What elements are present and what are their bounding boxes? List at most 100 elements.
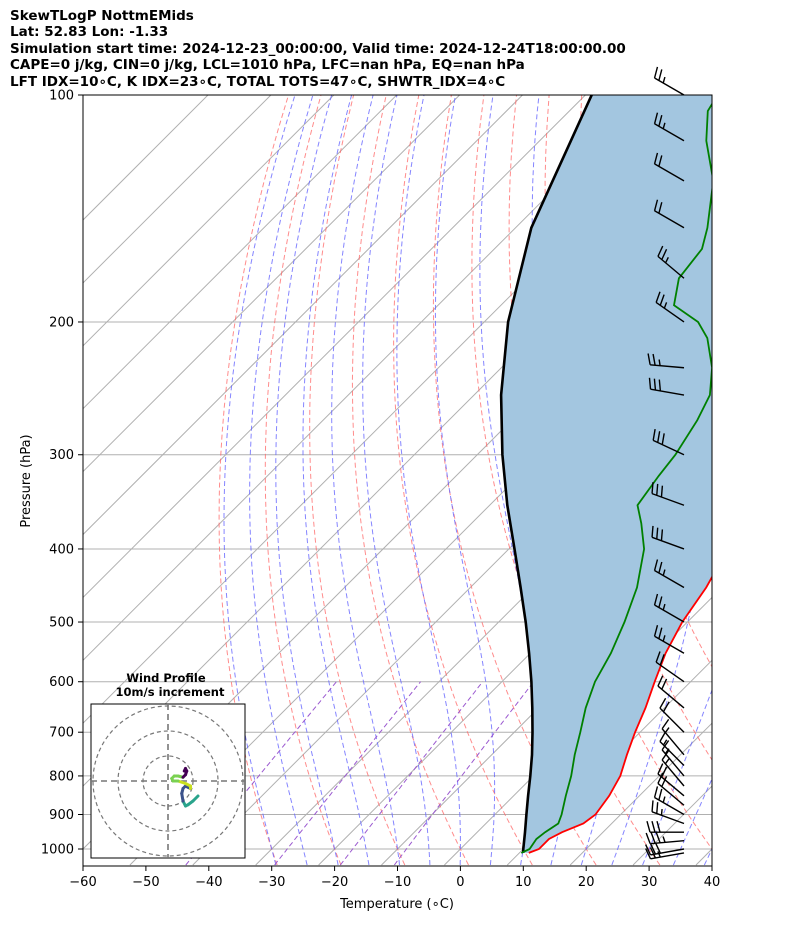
- title-line-2: Lat: 52.83 Lon: -1.33: [10, 24, 169, 41]
- y-tick-label: 400: [49, 542, 74, 557]
- wind-barb-flag: [651, 800, 654, 812]
- wind-barb-flag: [658, 561, 663, 574]
- wind-barb: [646, 821, 684, 833]
- wind-barb-flag: [661, 718, 670, 730]
- wind-barb-half-flag: [662, 796, 666, 803]
- wind-barb-half-flag: [662, 76, 666, 84]
- isotherm-line: [83, 95, 523, 536]
- isotherm-line: [83, 95, 586, 599]
- wind-barb-staff: [655, 301, 685, 323]
- wind-barb-staff: [651, 811, 685, 825]
- wind-barb-flag: [651, 821, 656, 833]
- x-tick-label: −10: [384, 875, 411, 890]
- wind-barb-half-flag: [662, 603, 666, 611]
- wind-barb-staff: [654, 123, 685, 142]
- wind-barb: [651, 800, 685, 825]
- title-block: SkewTLogP NottmEMids Lat: 52.83 Lon: -1.…: [10, 8, 780, 90]
- wind-barb-half-flag: [660, 809, 663, 816]
- wind-barb: [653, 66, 685, 96]
- moist-adiabat-line: [249, 95, 314, 866]
- wind-barb-staff: [657, 773, 685, 797]
- wind-barb-flag: [645, 844, 652, 856]
- y-axis-label: Pressure (hPa): [19, 434, 34, 527]
- hodograph-plot: [91, 704, 245, 858]
- isotherm-line: [83, 95, 398, 410]
- isotherm-line: [506, 659, 712, 866]
- x-tick-label: −40: [195, 875, 222, 890]
- wind-barb-half-flag: [662, 739, 668, 746]
- dry-adiabat-line: [309, 95, 406, 866]
- wind-barb: [645, 831, 685, 845]
- wind-barb-flag: [649, 847, 657, 859]
- wind-barb-staff: [657, 782, 685, 806]
- wind-barb-half-flag: [658, 359, 661, 366]
- wind-barb: [653, 112, 685, 142]
- wind-barb-flag: [658, 788, 663, 801]
- wind-barb-staff: [659, 707, 685, 733]
- wind-barb: [651, 525, 685, 550]
- wind-barb-staff: [661, 749, 685, 777]
- wind-barb-flag: [661, 248, 668, 260]
- hodograph-segment: [182, 767, 187, 773]
- wind-barb-staff: [654, 569, 685, 589]
- wind-barb-flag: [661, 750, 670, 761]
- wind-barb-flag: [653, 112, 659, 124]
- wind-barb-flag: [657, 431, 661, 443]
- wind-barb-flag: [656, 802, 659, 814]
- title-line-1: SkewTLogP NottmEMids: [10, 8, 194, 24]
- wind-barb: [645, 842, 685, 856]
- wind-barb-half-flag: [664, 256, 669, 264]
- wind-barb-staff: [654, 163, 685, 182]
- dewpoint-profile-line: [520, 102, 712, 854]
- isotherm-line: [83, 95, 649, 662]
- x-tick-label: 10: [515, 875, 532, 890]
- wind-barb-flag: [653, 559, 659, 571]
- moist-adiabat-line: [223, 95, 296, 866]
- y-tick-label: 900: [49, 808, 74, 823]
- wind-barb-staff: [654, 635, 685, 654]
- isotherm-line: [381, 533, 712, 866]
- y-tick-label: 300: [49, 448, 74, 463]
- moist-adiabat-line: [331, 95, 400, 866]
- wind-barb: [648, 377, 685, 396]
- moist-adiabat-line: [642, 688, 712, 866]
- wind-barb: [653, 786, 685, 816]
- wind-barb-flag: [647, 353, 651, 365]
- wind-barb: [653, 625, 685, 654]
- wind-barb-flag: [661, 740, 670, 751]
- title-line-3: Simulation start time: 2024-12-23_00:00:…: [10, 40, 626, 57]
- wind-barb: [653, 152, 685, 182]
- wind-barb-staff: [651, 536, 685, 550]
- wind-barb-flag: [650, 832, 656, 844]
- wind-barb-staff: [651, 492, 685, 506]
- wind-barb-flag: [657, 675, 664, 687]
- wind-barb-flag: [648, 377, 652, 390]
- moist-adiabat-line: [703, 847, 712, 866]
- wind-barb-flag: [653, 625, 659, 637]
- wind-barb-flag: [662, 701, 670, 713]
- wind-barb-staff: [654, 796, 685, 816]
- wind-barb-flag: [661, 775, 668, 787]
- wind-barb-flag: [656, 527, 659, 540]
- wind-barb-flag: [655, 831, 661, 844]
- y-tick-label: 800: [49, 769, 74, 784]
- axes: −60 −50 −40 −30 −20 −10 0 10 20 30 40 100 200 300 400 5…: [41, 89, 720, 891]
- isotherm-line: [569, 722, 712, 866]
- x-tick-label: 30: [641, 875, 658, 890]
- dry-adiabat-line: [711, 95, 712, 102]
- x-tick-label: 20: [578, 875, 595, 890]
- wind-barb-flag: [653, 152, 659, 165]
- wind-barb-half-flag: [662, 836, 666, 843]
- x-tick-label: 0: [456, 875, 464, 890]
- moist-adiabat-line: [434, 95, 496, 866]
- wind-barb-flag: [659, 731, 667, 742]
- wind-barb-flag: [661, 678, 668, 690]
- wind-barb: [661, 750, 685, 787]
- y-tick-label: 500: [49, 616, 74, 631]
- wind-barb-staff: [661, 728, 685, 756]
- wind-barb-flag: [655, 291, 661, 303]
- wind-barb: [653, 559, 685, 589]
- wind-barb-flag: [658, 115, 663, 127]
- hodograph-title: Wind Profile: [126, 671, 206, 685]
- y-tick-label: 1000: [41, 843, 74, 858]
